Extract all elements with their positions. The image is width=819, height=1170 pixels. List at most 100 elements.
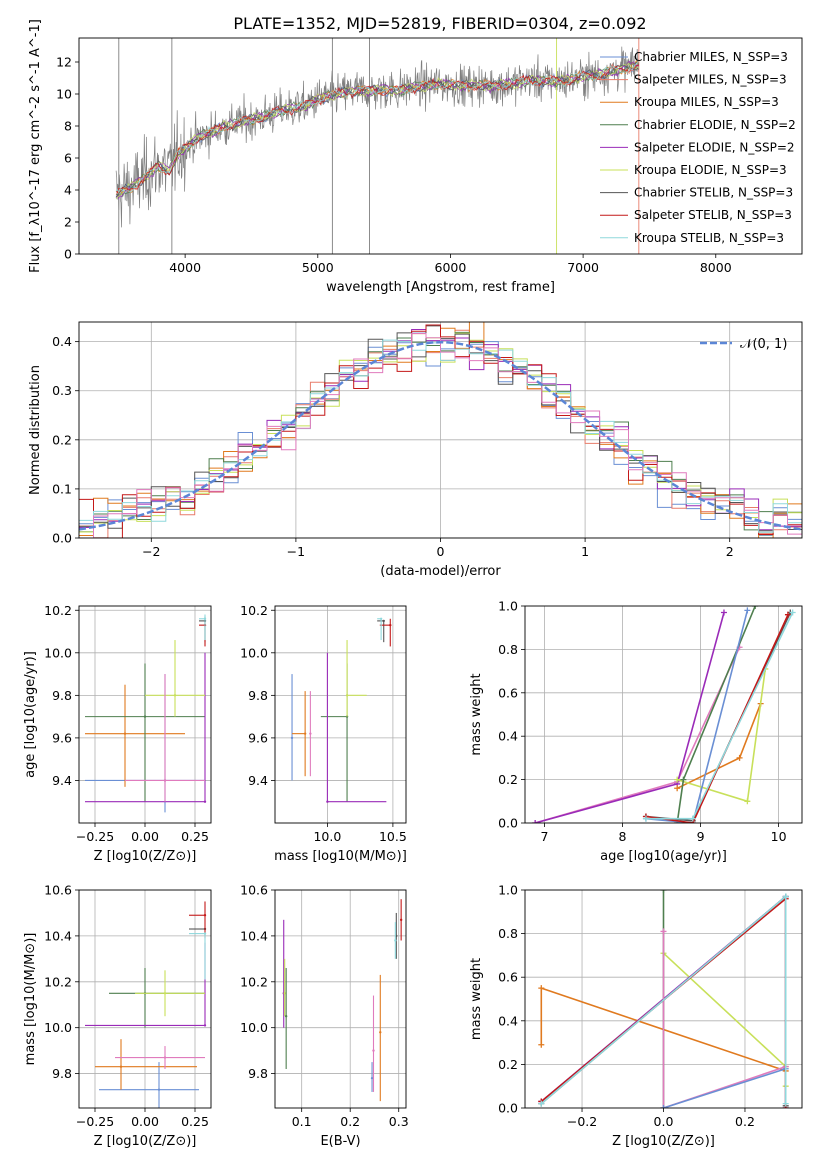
weight-marker	[660, 928, 667, 935]
y-tick-label: 9.6	[248, 730, 268, 745]
histogram-pink	[79, 333, 802, 538]
weight-marker	[752, 606, 759, 609]
weight-line	[645, 612, 794, 820]
weight-line	[662, 931, 786, 1108]
model-fit-chabrier_elodie	[116, 61, 640, 199]
weight-marker	[744, 798, 751, 805]
data-point	[203, 914, 207, 917]
data-point	[303, 732, 307, 735]
y-tick-label: 10.2	[240, 974, 268, 989]
x-axis-label: E(B-V)	[320, 1134, 360, 1149]
axes-frame	[274, 605, 407, 824]
data-point	[326, 800, 329, 803]
plot-area	[275, 606, 406, 823]
y-tick-label: 0.1	[52, 481, 72, 496]
data-point	[309, 732, 312, 735]
y-tick-label: 6	[64, 151, 72, 166]
x-tick-label: −2	[142, 544, 160, 559]
axes-frame	[524, 605, 803, 824]
data-point	[394, 939, 397, 942]
y-tick-label: 10.4	[44, 928, 72, 943]
y-axis-label: mass weight	[469, 673, 484, 755]
legend-label: Kroupa STELIB, N_SSP=3	[634, 231, 784, 245]
plot-area	[525, 890, 802, 1108]
y-tick-label: 10.2	[44, 974, 72, 989]
weight-marker	[660, 890, 667, 893]
y-tick-label: 9.8	[52, 688, 72, 703]
data-point	[389, 623, 392, 627]
data-point	[203, 800, 207, 803]
legend-label: Chabrier MILES, N_SSP=3	[634, 50, 788, 64]
weight-line	[663, 1068, 786, 1108]
normal-curve	[79, 340, 802, 531]
legend-label: Chabrier STELIB, N_SSP=3	[634, 186, 793, 200]
y-tick-label: 0	[64, 247, 72, 262]
weight-line	[645, 610, 749, 823]
weight-line	[662, 952, 787, 1087]
weight-marker	[680, 776, 687, 783]
axes-frame	[78, 889, 212, 1109]
model-fit-kroupa_elodie	[115, 62, 639, 200]
x-axis-label: age [log10(age/yr)]	[600, 849, 727, 864]
figure-title: PLATE=1352, MJD=52819, FIBERID=0304, z=0…	[233, 14, 646, 33]
x-tick-label: 7	[541, 829, 549, 844]
x-tick-label: 0.25	[181, 1114, 209, 1129]
y-tick-label: 10.2	[240, 603, 268, 618]
plot-area	[79, 890, 211, 1108]
panel-age-vs-Z: −0.25 0.00 0.25 9.4 9.6 9.8 10.0 10.2 Z [log10(Z…	[23, 603, 212, 864]
x-tick-label: −0.25	[76, 829, 114, 844]
data-point	[379, 617, 383, 620]
x-tick-label: 2	[726, 544, 734, 559]
y-tick-label: 10	[56, 87, 72, 102]
data-point	[163, 992, 167, 995]
legend-label: Kroupa ELODIE, N_SSP=3	[634, 163, 787, 177]
legend-label: Kroupa MILES, N_SSP=3	[634, 95, 779, 109]
weight-marker	[532, 820, 539, 823]
x-tick-label: 0.00	[131, 829, 159, 844]
x-tick-label: −1	[287, 544, 305, 559]
axes-frame	[274, 889, 407, 1109]
plot-area	[115, 38, 640, 254]
x-tick-label: 0.2	[735, 1114, 755, 1129]
weight-marker	[789, 609, 796, 616]
panel-mass-weight-vs-Z: −0.2 0.0 0.2 0.0 0.2 0.4 0.6 0.8 1.0 Z [log10(Z/Z…	[469, 883, 803, 1149]
y-tick-label: 0.2	[498, 772, 518, 787]
x-tick-label: 8000	[700, 260, 732, 275]
data-point	[345, 694, 349, 697]
y-tick-label: 10.4	[240, 928, 268, 943]
panel-mass-weight-vs-age: 7 8 9 10 0.0 0.2 0.4 0.6 0.8 1.0 age [log10(age/yr…	[469, 599, 803, 864]
y-tick-label: 0.0	[498, 816, 518, 831]
x-tick-label: 4000	[169, 260, 201, 275]
data-point	[290, 736, 294, 740]
y-tick-label: 9.8	[248, 688, 268, 703]
x-axis-label: (data-model)/error	[380, 564, 501, 579]
legend-label: Salpeter MILES, N_SSP=3	[634, 73, 787, 87]
x-axis-label: Z [log10(Z/Z⊙)]	[612, 1134, 715, 1149]
data-point	[203, 1024, 207, 1027]
y-tick-label: 2	[64, 215, 72, 230]
data-point	[370, 1076, 374, 1080]
x-tick-label: 7000	[567, 260, 599, 275]
x-tick-label: 5000	[302, 260, 334, 275]
data-point	[203, 932, 207, 935]
weight-marker	[538, 1041, 545, 1048]
legend-label: Salpeter ELODIE, N_SSP=2	[634, 140, 795, 154]
data-point	[283, 992, 286, 995]
x-tick-label: 0.2	[340, 1114, 360, 1129]
x-axis-label: mass [log10(M/M⊙)]	[274, 849, 407, 864]
weight-marker	[538, 1100, 545, 1107]
panel-residual-histogram: −2 −1 0 1 2 0.0 0.1 0.2 0.3 0.4 (data-model)/error…	[28, 321, 803, 579]
x-tick-label: 0.3	[389, 1114, 409, 1129]
x-tick-label: 6000	[435, 260, 467, 275]
legend-label: Salpeter STELIB, N_SSP=3	[634, 208, 792, 222]
y-tick-label: 10.2	[44, 603, 72, 618]
y-tick-label: 10.6	[240, 883, 268, 898]
x-tick-label: 10.5	[379, 829, 407, 844]
model-fit-kroupa_stelib	[115, 60, 640, 194]
axes-frame	[78, 37, 803, 255]
axes-frame	[524, 889, 803, 1109]
y-axis-label: Flux [f_λ10^-17 erg cm^-2 s^-1 A^-1]	[28, 19, 43, 273]
y-tick-label: 0.8	[498, 642, 518, 657]
legend-label: 𝒩(0, 1)	[740, 337, 787, 352]
